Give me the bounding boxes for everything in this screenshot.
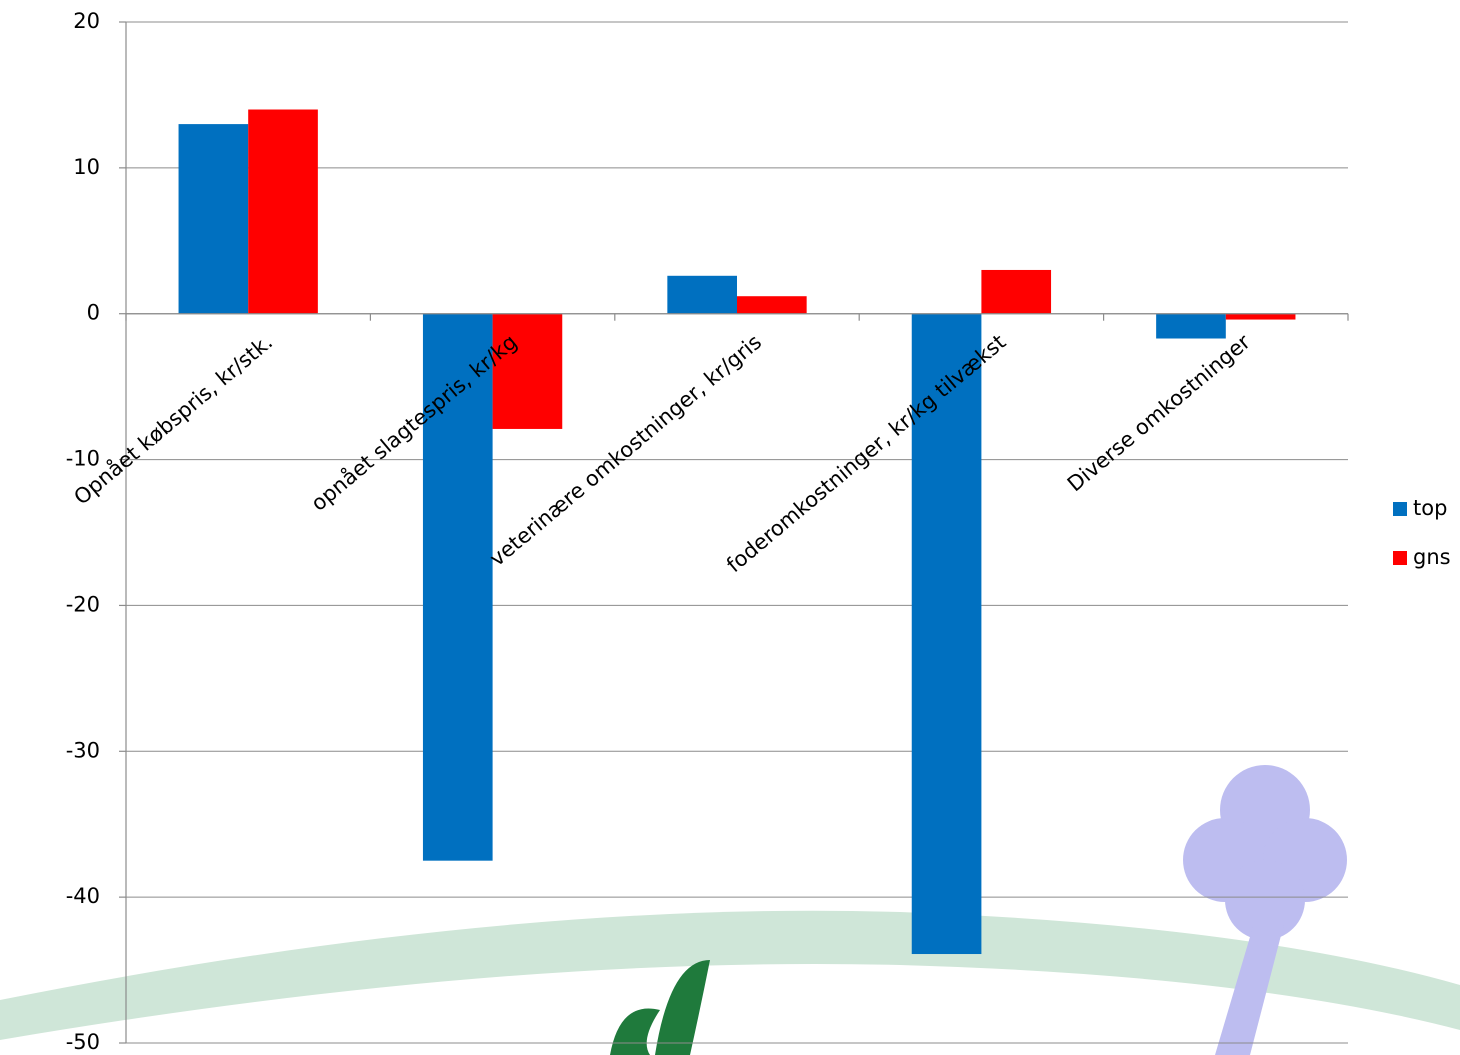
y-tick-label: 10	[73, 155, 100, 179]
x-tick-label: Diverse omkostninger	[1063, 330, 1255, 497]
legend-swatch	[1393, 502, 1407, 516]
legend-swatch	[1393, 551, 1407, 565]
y-tick-label: 20	[73, 9, 100, 33]
bar	[981, 269, 1052, 314]
y-tick-label: 0	[87, 301, 100, 325]
bar	[737, 296, 807, 314]
bar	[492, 313, 563, 429]
bar	[422, 313, 493, 861]
y-tick-label: -10	[66, 447, 100, 471]
leaf-logo	[610, 960, 710, 1055]
y-tick-label: -50	[66, 1030, 100, 1054]
y-tick-label: -20	[66, 592, 100, 616]
bar	[911, 313, 982, 955]
background-decoration	[0, 765, 1460, 1055]
white-arc	[0, 963, 1460, 1055]
legend-label: gns	[1413, 545, 1451, 569]
bar	[178, 124, 249, 314]
bar	[1225, 313, 1296, 320]
bar	[1156, 313, 1226, 339]
y-tick-label: -40	[66, 884, 100, 908]
flower	[1183, 765, 1347, 1055]
y-tick-label: -30	[66, 738, 100, 762]
plot-area: -50 -40 -30 -20 -10 0 10 20 Opnået købspris, kr/…	[66, 9, 1349, 1054]
bar	[248, 109, 318, 314]
x-tick-label: Opnået købspris, kr/stk.	[69, 329, 277, 510]
bar	[667, 275, 737, 314]
legend-label: top	[1413, 496, 1447, 520]
